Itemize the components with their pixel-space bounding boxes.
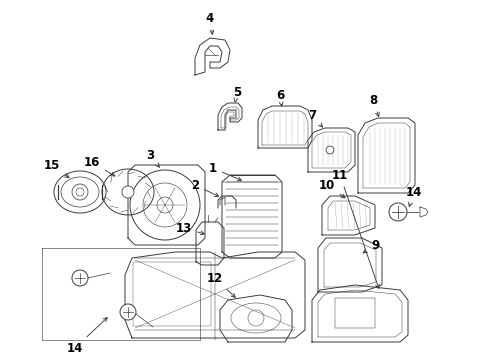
Circle shape bbox=[120, 304, 136, 320]
Circle shape bbox=[72, 184, 88, 200]
Polygon shape bbox=[125, 252, 305, 338]
Text: 3: 3 bbox=[146, 149, 159, 167]
Circle shape bbox=[389, 203, 407, 221]
Text: 11: 11 bbox=[332, 168, 379, 288]
Text: 14: 14 bbox=[67, 318, 107, 355]
Polygon shape bbox=[195, 38, 230, 75]
Text: 5: 5 bbox=[233, 86, 241, 102]
Text: 7: 7 bbox=[308, 108, 322, 127]
Polygon shape bbox=[128, 165, 205, 245]
Polygon shape bbox=[220, 295, 292, 342]
Polygon shape bbox=[196, 222, 224, 265]
Text: 6: 6 bbox=[276, 89, 284, 106]
Text: 1: 1 bbox=[209, 162, 242, 181]
Polygon shape bbox=[308, 128, 355, 172]
Polygon shape bbox=[322, 196, 375, 235]
Text: 2: 2 bbox=[191, 179, 219, 197]
Polygon shape bbox=[358, 118, 415, 193]
Text: 14: 14 bbox=[406, 185, 422, 206]
Text: 15: 15 bbox=[44, 158, 69, 178]
Polygon shape bbox=[218, 103, 242, 130]
Text: 12: 12 bbox=[207, 271, 235, 297]
Text: 16: 16 bbox=[84, 156, 115, 176]
Circle shape bbox=[122, 186, 134, 198]
Polygon shape bbox=[312, 285, 408, 342]
Text: 4: 4 bbox=[206, 12, 214, 34]
Polygon shape bbox=[258, 106, 312, 148]
Circle shape bbox=[72, 270, 88, 286]
Polygon shape bbox=[222, 175, 282, 258]
Text: 10: 10 bbox=[319, 179, 345, 198]
Text: 13: 13 bbox=[176, 221, 204, 235]
Polygon shape bbox=[420, 207, 428, 217]
Text: 9: 9 bbox=[363, 239, 379, 253]
Polygon shape bbox=[318, 238, 382, 292]
Text: 8: 8 bbox=[369, 94, 379, 116]
